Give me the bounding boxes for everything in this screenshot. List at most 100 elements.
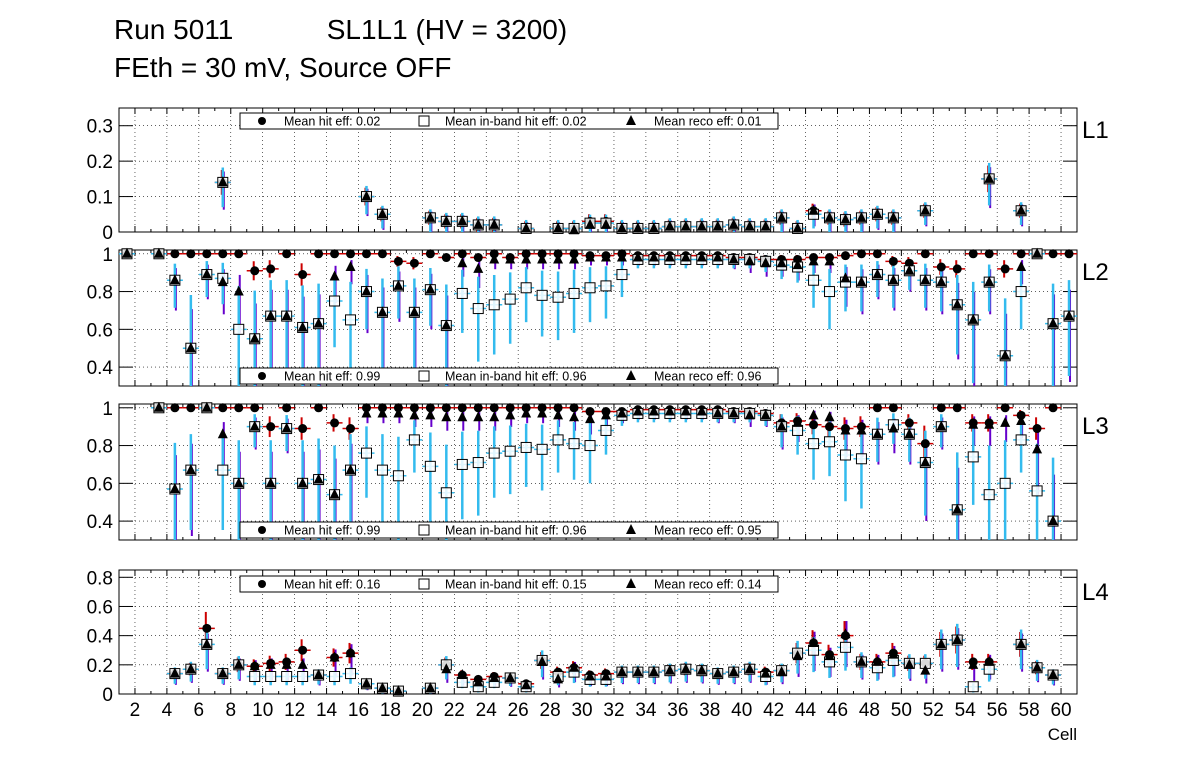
reco-eff-point <box>680 405 691 416</box>
x-tick-label: 56 <box>987 700 1008 721</box>
reco-eff-point <box>489 253 500 264</box>
reco-eff-point <box>585 413 596 424</box>
hit-eff-point <box>298 270 308 280</box>
x-tick-label: 58 <box>1019 700 1040 721</box>
y-tick-label: 1 <box>102 245 113 266</box>
reco-eff-point <box>664 251 675 262</box>
x-tick-label: 36 <box>667 700 688 721</box>
hit-eff-point <box>1048 249 1058 259</box>
reco-eff-point <box>553 222 564 233</box>
legend-hit-label: Mean hit eff: 0.02 <box>284 115 380 129</box>
reco-eff-point <box>856 211 867 222</box>
reco-eff-point <box>872 268 883 279</box>
x-tick-label: 10 <box>252 700 273 721</box>
reco-eff-point <box>936 420 947 431</box>
reco-eff-point <box>1016 204 1027 215</box>
reco-eff-point <box>712 251 723 262</box>
hit-eff-point <box>298 645 308 655</box>
inband-eff-point <box>839 449 851 461</box>
reco-eff-point <box>377 407 388 418</box>
hit-eff-point <box>425 249 435 259</box>
hit-eff-point <box>825 422 835 432</box>
reco-eff-point <box>1000 349 1011 360</box>
hit-eff-point <box>282 403 292 413</box>
reco-eff-point <box>968 313 979 324</box>
hit-eff-point <box>920 249 930 259</box>
reco-eff-point <box>680 220 691 231</box>
legend-hit-label: Mean hit eff: 0.99 <box>284 370 380 384</box>
hit-eff-point <box>282 249 292 259</box>
reco-eff-point <box>808 409 819 420</box>
reco-eff-point <box>505 671 516 682</box>
hit-eff-point <box>1016 249 1026 259</box>
reco-eff-point <box>169 483 180 493</box>
reco-eff-point <box>553 673 564 684</box>
inband-eff-point <box>345 314 357 326</box>
reco-eff-point <box>936 638 947 649</box>
reco-eff-point <box>808 255 819 266</box>
reco-eff-point <box>840 628 851 639</box>
reco-eff-point <box>473 218 484 229</box>
reco-eff-point <box>680 251 691 262</box>
reco-eff-point <box>648 222 659 233</box>
y-tick-label: 0.8 <box>87 568 113 589</box>
hit-eff-point <box>346 424 356 434</box>
reco-eff-point <box>569 661 580 672</box>
x-tick-label: 4 <box>162 700 173 721</box>
reco-eff-point <box>441 411 452 422</box>
hit-eff-point <box>250 266 260 276</box>
inband-eff-point <box>504 293 516 305</box>
reco-eff-point <box>792 259 803 270</box>
hit-eff-point <box>393 256 403 266</box>
hit-eff-point <box>361 249 371 259</box>
legend-hit-marker <box>258 580 266 588</box>
reco-eff-point <box>185 342 196 353</box>
reco-eff-point <box>856 276 867 287</box>
reco-eff-point <box>872 428 883 439</box>
reco-eff-point <box>1000 416 1011 427</box>
reco-eff-point <box>393 407 404 418</box>
inband-eff-point <box>329 295 341 307</box>
reco-eff-point <box>744 220 755 231</box>
hit-eff-point <box>186 403 196 413</box>
reco-eff-point <box>792 650 803 661</box>
reco-eff-point <box>1032 443 1043 454</box>
x-tick-label: 34 <box>635 700 657 721</box>
reco-eff-point <box>824 411 835 422</box>
inband-eff-point <box>376 464 388 476</box>
reco-eff-point <box>600 409 611 420</box>
chamber-label: SL1L1 (HV = 3200) <box>326 14 568 45</box>
reco-eff-point <box>537 407 548 418</box>
inband-eff-point <box>440 487 452 499</box>
hit-eff-point <box>346 249 356 259</box>
reco-eff-point <box>569 224 580 235</box>
x-tick-label: 32 <box>603 700 624 721</box>
x-tick-label: 12 <box>284 700 305 721</box>
reco-eff-point <box>904 658 915 669</box>
reco-eff-point <box>696 220 707 231</box>
hit-eff-point <box>234 249 244 259</box>
hit-eff-point <box>330 249 340 259</box>
reco-eff-point <box>664 664 675 675</box>
hit-eff-point <box>1000 403 1010 413</box>
reco-eff-point <box>217 428 228 439</box>
reco-eff-point <box>441 663 452 674</box>
legend-hit-marker <box>258 372 266 380</box>
hit-eff-point <box>170 249 180 259</box>
panel-l3: 0.4 0.6 0.8 1 L3 Mean hit eff: 0.99 Mean in-ba… <box>87 399 1109 541</box>
reco-eff-point <box>712 407 723 418</box>
reco-eff-point <box>505 253 516 264</box>
reco-eff-point <box>1048 515 1059 526</box>
y-tick-label: 0.4 <box>87 627 114 648</box>
panel-l4: 0 0.2 0.4 0.6 0.8 L4 Mean hit eff: 0.16 Mean in… <box>87 568 1109 744</box>
legend-box <box>239 367 779 385</box>
x-tick-label: 30 <box>571 700 592 721</box>
reco-eff-point <box>888 648 899 659</box>
y-tick-label: 0.8 <box>87 437 113 458</box>
reco-eff-point <box>425 211 436 222</box>
reco-eff-point <box>632 405 643 416</box>
legend-hit-marker <box>258 117 266 125</box>
legend-box <box>239 575 779 593</box>
inband-eff-point <box>249 670 261 682</box>
inband-eff-point <box>472 303 484 315</box>
